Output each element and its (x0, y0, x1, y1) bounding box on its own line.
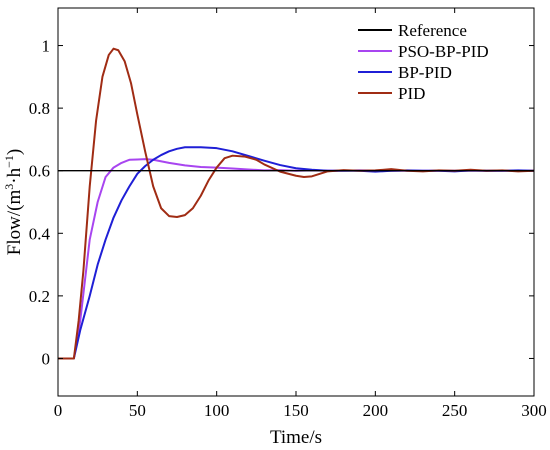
y-tick-label: 0.4 (29, 224, 51, 243)
series-line-pso-bp-pid (58, 158, 534, 360)
y-axis-label-sup2: −1 (2, 155, 16, 168)
y-axis-label-mid: ·h (4, 167, 25, 183)
series-line-pid (58, 47, 535, 360)
legend-label-pso-bp-pid: PSO-BP-PID (398, 42, 489, 61)
legend-label-pid: PID (398, 84, 425, 103)
plot-series-group (58, 47, 535, 360)
y-axis-label-base: Flow/(m (4, 190, 25, 256)
x-tick-label: 0 (54, 401, 63, 420)
y-axis-label-end: ) (4, 149, 25, 155)
x-tick-label: 250 (442, 401, 468, 420)
y-tick-label: 0.6 (29, 162, 50, 181)
y-tick-label: 0 (42, 349, 51, 368)
x-tick-label: 300 (521, 401, 547, 420)
y-axis-label-sup1: 3 (2, 184, 16, 190)
legend-label-bp-pid: BP-PID (398, 63, 452, 82)
x-tick-label: 150 (283, 401, 309, 420)
y-axis-label: Flow/(m3·h−1) (2, 149, 25, 255)
x-tick-label: 200 (363, 401, 389, 420)
legend: Reference PSO-BP-PID BP-PID PID (358, 21, 489, 103)
legend-label-reference: Reference (398, 21, 467, 40)
y-tick-label: 1 (42, 37, 51, 56)
x-tick-label: 50 (129, 401, 146, 420)
x-tick-label: 100 (204, 401, 230, 420)
x-axis-label: Time/s (270, 427, 322, 448)
y-tick-label: 0.8 (29, 99, 50, 118)
plot-frame (57, 7, 535, 397)
axis-ticks-group: 0 50 100 150 200 250 300 0 0.2 0.4 0.6 0.8 1 (29, 8, 547, 420)
y-tick-label: 0.2 (29, 287, 50, 306)
series-line-bp-pid (58, 146, 535, 360)
